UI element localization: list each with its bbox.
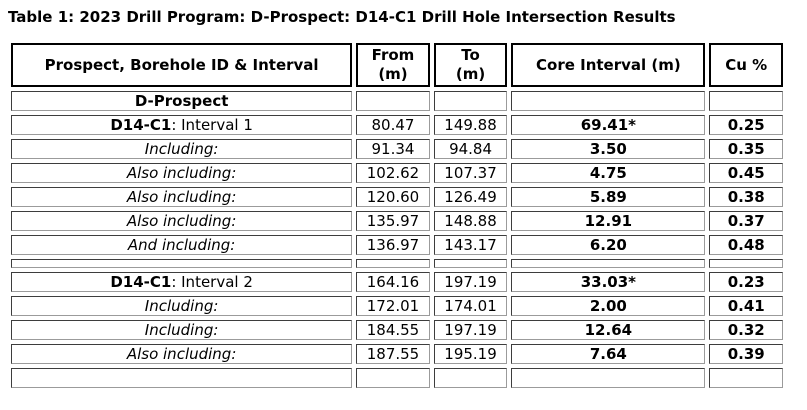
- borehole-id: D14-C1: [110, 273, 172, 291]
- cell-from: 136.97: [356, 235, 430, 255]
- cell-empty: [709, 368, 783, 388]
- table-row: Also including: 120.60 126.49 5.89 0.38: [11, 187, 783, 207]
- cell-from: 187.55: [356, 344, 430, 364]
- cell-to: 197.19: [433, 320, 508, 340]
- cell-empty: [356, 259, 430, 268]
- cell-from: 91.34: [356, 139, 430, 159]
- cell-to: [433, 91, 508, 111]
- cell-cu: 0.32: [709, 320, 783, 340]
- cell-core-interval: 5.89: [511, 187, 706, 207]
- cell-including-label: Also including:: [11, 344, 353, 364]
- cell-core-interval: 7.64: [511, 344, 706, 364]
- cell-cu: [709, 91, 783, 111]
- spacer-row: [11, 259, 783, 268]
- interval-name: : Interval 1: [171, 116, 253, 134]
- cell-to: 126.49: [433, 187, 508, 207]
- cell-empty: [511, 259, 706, 268]
- table-row: Also including: 135.97 148.88 12.91 0.37: [11, 211, 783, 231]
- table-row: Also including: 187.55 195.19 7.64 0.39: [11, 344, 783, 364]
- col-header-from: From (m): [356, 43, 430, 87]
- cell-empty: [11, 368, 353, 388]
- cell-from: 184.55: [356, 320, 430, 340]
- cell-core-interval: [511, 91, 706, 111]
- cell-core-interval: 12.91: [511, 211, 706, 231]
- cell-core-interval: 4.75: [511, 163, 706, 183]
- cell-to: 148.88: [433, 211, 508, 231]
- cell-from: 172.01: [356, 296, 430, 316]
- cell-from: 80.47: [356, 115, 430, 135]
- cell-cu: 0.41: [709, 296, 783, 316]
- cell-to: 195.19: [433, 344, 508, 364]
- cell-to: 174.01: [433, 296, 508, 316]
- cell-including-label: Also including:: [11, 163, 353, 183]
- cell-cu: 0.38: [709, 187, 783, 207]
- cell-including-label: And including:: [11, 235, 353, 255]
- table-row: Including: 91.34 94.84 3.50 0.35: [11, 139, 783, 159]
- cell-from: 120.60: [356, 187, 430, 207]
- cell-including-label: Including:: [11, 139, 353, 159]
- cell-including-label: Including:: [11, 296, 353, 316]
- col-header-to: To (m): [433, 43, 508, 87]
- cell-core-interval: 12.64: [511, 320, 706, 340]
- col-header-prospect: Prospect, Borehole ID & Interval: [11, 43, 353, 87]
- header-row: Prospect, Borehole ID & Interval From (m…: [11, 43, 783, 87]
- cell-cu: 0.23: [709, 272, 783, 292]
- cell-core-interval: 69.41*: [511, 115, 706, 135]
- empty-row: [11, 368, 783, 388]
- table-row: D14-C1: Interval 2 164.16 197.19 33.03* …: [11, 272, 783, 292]
- col-header-cu: Cu %: [709, 43, 783, 87]
- cell-including-label: Also including:: [11, 211, 353, 231]
- table-row: D14-C1: Interval 1 80.47 149.88 69.41* 0…: [11, 115, 783, 135]
- borehole-id: D14-C1: [110, 116, 172, 134]
- cell-cu: 0.37: [709, 211, 783, 231]
- cell-empty: [433, 368, 508, 388]
- cell-core-interval: 2.00: [511, 296, 706, 316]
- cell-empty: [356, 368, 430, 388]
- cell-prospect-section: D-Prospect: [11, 91, 353, 111]
- results-table: Prospect, Borehole ID & Interval From (m…: [7, 39, 787, 392]
- cell-to: 197.19: [433, 272, 508, 292]
- cell-cu: 0.48: [709, 235, 783, 255]
- cell-cu: 0.35: [709, 139, 783, 159]
- cell-cu: 0.25: [709, 115, 783, 135]
- cell-from: 135.97: [356, 211, 430, 231]
- cell-core-interval: 6.20: [511, 235, 706, 255]
- cell-to: 107.37: [433, 163, 508, 183]
- cell-including-label: Including:: [11, 320, 353, 340]
- cell-from: 102.62: [356, 163, 430, 183]
- cell-empty: [709, 259, 783, 268]
- cell-cu: 0.45: [709, 163, 783, 183]
- cell-borehole-interval: D14-C1: Interval 1: [11, 115, 353, 135]
- interval-name: : Interval 2: [171, 273, 253, 291]
- table-row: Including: 172.01 174.01 2.00 0.41: [11, 296, 783, 316]
- table-row: Also including: 102.62 107.37 4.75 0.45: [11, 163, 783, 183]
- cell-to: 94.84: [433, 139, 508, 159]
- page-title: Table 1: 2023 Drill Program: D-Prospect:…: [8, 8, 676, 26]
- cell-empty: [11, 259, 353, 268]
- cell-from: [356, 91, 430, 111]
- cell-core-interval: 33.03*: [511, 272, 706, 292]
- cell-to: 149.88: [433, 115, 508, 135]
- col-header-core-interval: Core Interval (m): [511, 43, 706, 87]
- cell-including-label: Also including:: [11, 187, 353, 207]
- cell-to: 143.17: [433, 235, 508, 255]
- cell-cu: 0.39: [709, 344, 783, 364]
- cell-empty: [433, 259, 508, 268]
- table-row: D-Prospect: [11, 91, 783, 111]
- cell-empty: [511, 368, 706, 388]
- cell-from: 164.16: [356, 272, 430, 292]
- table-row: Including: 184.55 197.19 12.64 0.32: [11, 320, 783, 340]
- cell-borehole-interval: D14-C1: Interval 2: [11, 272, 353, 292]
- cell-core-interval: 3.50: [511, 139, 706, 159]
- table-row: And including: 136.97 143.17 6.20 0.48: [11, 235, 783, 255]
